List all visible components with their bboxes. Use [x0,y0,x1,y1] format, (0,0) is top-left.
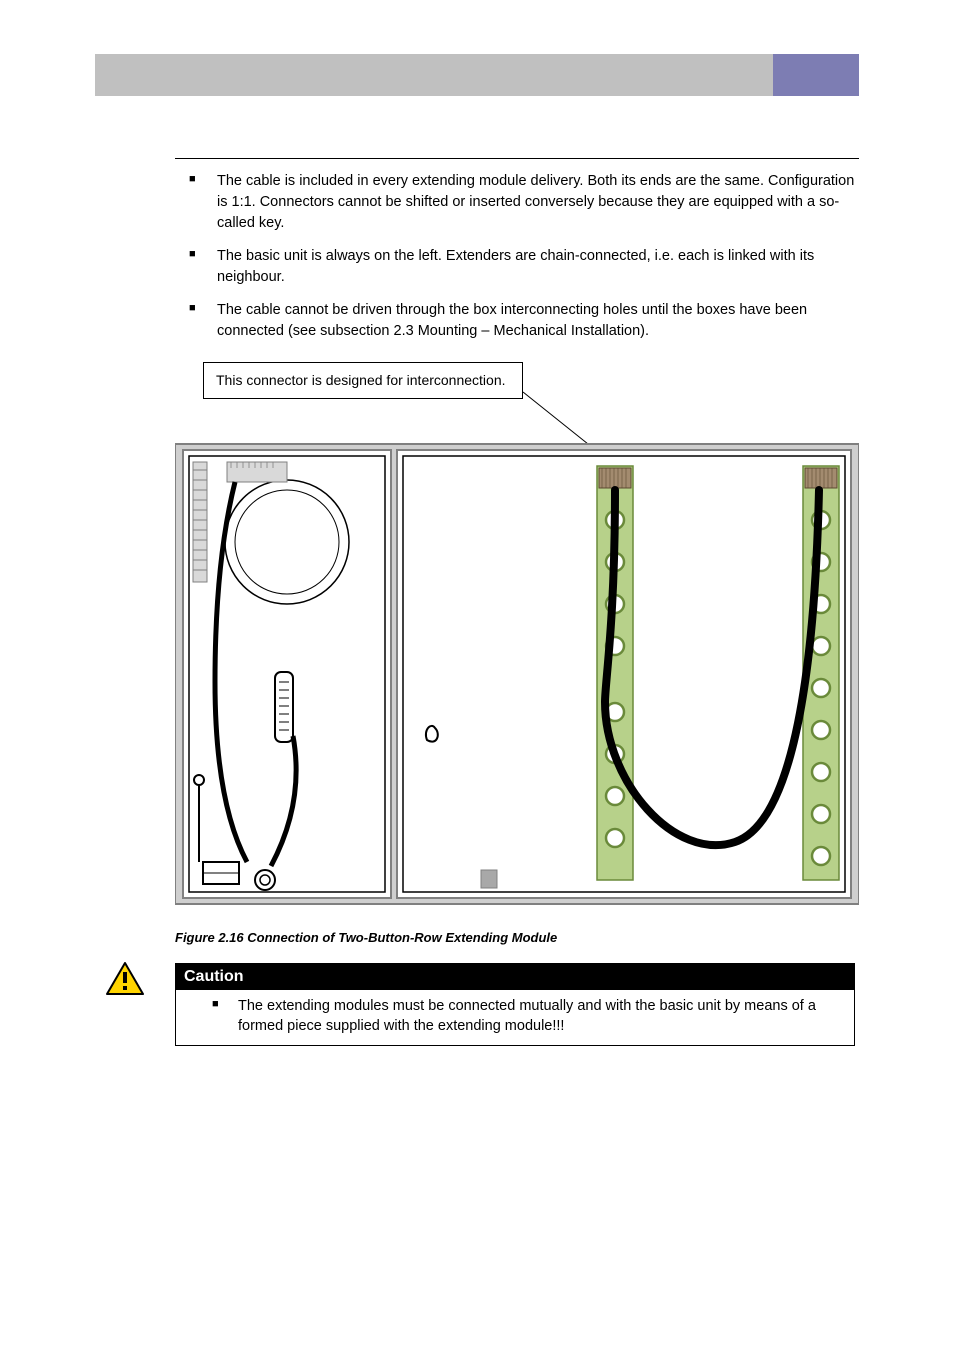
bullet-item: The cable is included in every extending… [175,171,859,234]
caution-title: Caution [176,964,855,991]
callout-box: This connector is designed for interconn… [203,362,523,399]
page: The cable is included in every extending… [0,0,954,1106]
figure-caption: Figure 2.16 Connection of Two-Button-Row… [175,930,859,945]
connection-diagram [175,362,859,912]
caution-table: Caution The extending modules must be co… [175,963,855,1046]
callout-text: This connector is designed for interconn… [216,372,506,388]
caution-block: Caution The extending modules must be co… [105,963,859,1046]
caution-body: The extending modules must be connected … [176,990,855,1045]
figure: This connector is designed for interconn… [175,362,859,912]
warning-icon [105,961,145,997]
bullet-item: The cable cannot be driven through the b… [175,300,859,342]
header-accent [773,54,859,96]
header-bar [95,54,859,96]
content-area: The cable is included in every extending… [175,158,859,1046]
bullet-list: The cable is included in every extending… [175,171,859,342]
caution-item: The extending modules must be connected … [186,996,844,1037]
bullet-item: The basic unit is always on the left. Ex… [175,246,859,288]
